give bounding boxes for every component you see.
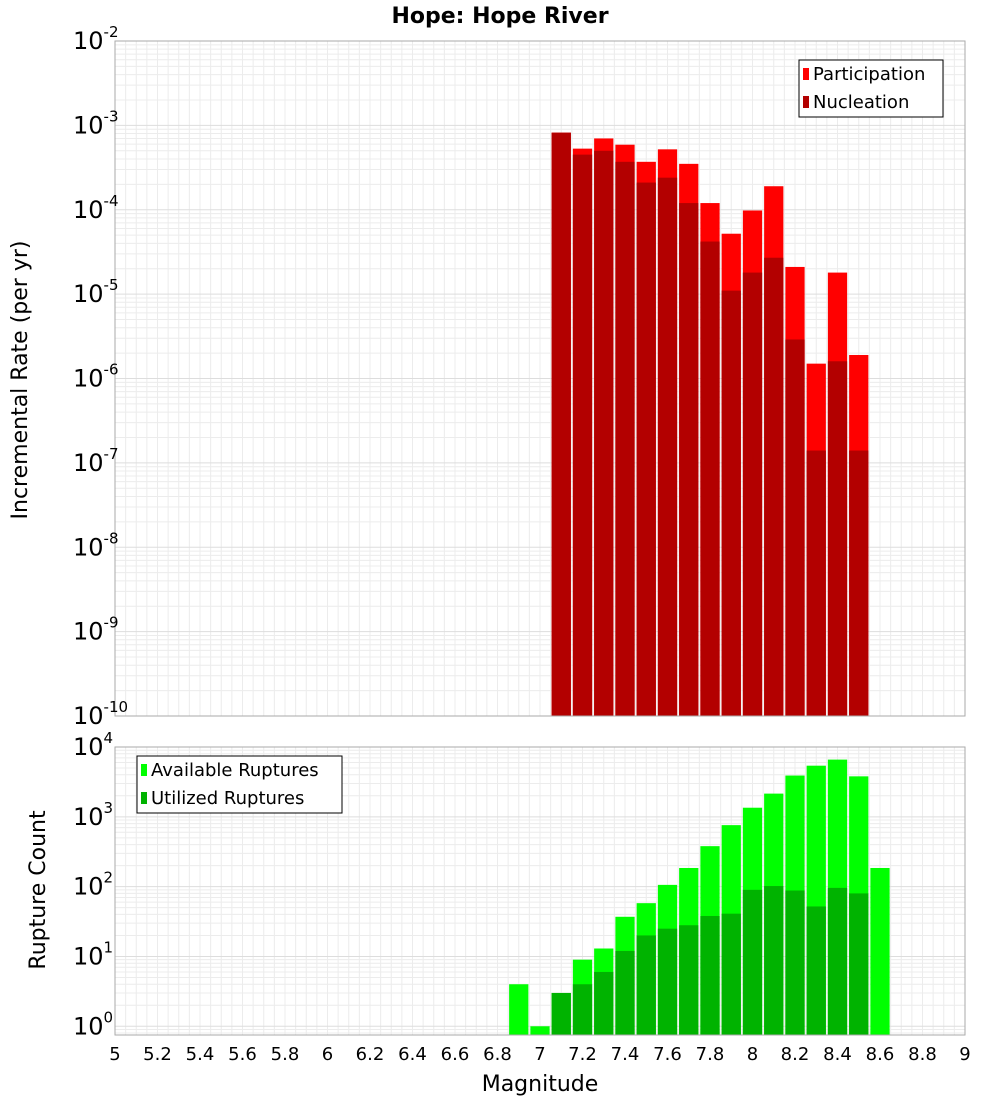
top-plot-frame	[114, 40, 966, 717]
bar	[721, 913, 741, 1035]
y-tick-label: 104	[73, 729, 113, 761]
x-tick-label: 6.4	[398, 1044, 427, 1065]
bar	[721, 290, 741, 716]
legend-box	[798, 59, 944, 118]
bar	[806, 450, 826, 716]
y-tick-label: 100	[73, 1008, 113, 1040]
chart-title: Hope: Hope River	[391, 4, 608, 29]
x-tick-label: 8.6	[866, 1044, 895, 1065]
x-tick-label: 6.2	[356, 1044, 385, 1065]
bar	[551, 132, 571, 716]
bar	[572, 154, 593, 716]
bar	[615, 161, 635, 716]
top-y-axis-label: Incremental Rate (per yr)	[8, 241, 33, 520]
y-tick-label: 10-6	[73, 361, 119, 393]
x-tick-label: 6.6	[441, 1044, 470, 1065]
bar	[679, 203, 699, 716]
bottom-legend: Available Ruptures Utilized Ruptures	[136, 755, 343, 814]
bar	[615, 950, 635, 1035]
legend-label: Participation	[813, 64, 925, 85]
x-tick-label: 5.8	[271, 1044, 300, 1065]
y-tick-label: 102	[73, 869, 113, 901]
x-tick-label: 5.2	[143, 1044, 172, 1065]
bar	[764, 886, 784, 1035]
legend-swatch	[141, 792, 147, 804]
bar	[594, 150, 614, 716]
bar	[551, 992, 571, 1035]
bar	[594, 971, 614, 1035]
bar	[700, 241, 720, 717]
top-gridlines	[114, 41, 966, 717]
x-tick-label: 7.8	[696, 1044, 725, 1065]
legend-box	[136, 755, 343, 814]
x-tick-label: 5.6	[228, 1044, 257, 1065]
top-series-nucleation	[551, 132, 869, 717]
legend-label: Available Ruptures	[151, 760, 319, 781]
x-axis-label: Magnitude	[482, 1072, 599, 1097]
y-tick-label: 10-10	[73, 698, 128, 730]
x-tick-label: 5	[109, 1044, 120, 1065]
x-tick-label: 6.8	[483, 1044, 512, 1065]
bar	[572, 984, 593, 1035]
bar	[509, 984, 529, 1035]
y-tick-label: 10-3	[73, 107, 119, 139]
x-tick-label: 8.8	[908, 1044, 937, 1065]
y-tick-label: 10-9	[73, 614, 119, 646]
bar	[742, 272, 763, 716]
x-tick-label: 6	[322, 1044, 333, 1065]
y-tick-label: 103	[73, 799, 113, 831]
bar	[657, 928, 678, 1035]
bottom-x-tick-labels: 5 5.2 5.4 5.6 5.8 6 6.2 6.4 6.6 6.8 7 7.2 7.4 7.6 7.8 8…	[109, 1044, 970, 1065]
bar	[636, 182, 656, 716]
x-tick-label: 9	[959, 1044, 970, 1065]
top-legend: Participation Nucleation	[798, 59, 944, 118]
legend-label: Utilized Ruptures	[151, 788, 304, 809]
x-tick-label: 7.6	[653, 1044, 682, 1065]
legend-swatch	[803, 68, 809, 80]
x-tick-label: 7.2	[568, 1044, 597, 1065]
y-tick-label: 10-4	[73, 192, 119, 224]
bar	[849, 893, 869, 1035]
bar	[636, 935, 656, 1035]
x-tick-label: 7.4	[611, 1044, 640, 1065]
bar	[785, 890, 805, 1035]
y-tick-label: 10-7	[73, 445, 119, 477]
y-tick-label: 10-2	[73, 23, 119, 55]
bar	[870, 867, 890, 1035]
y-tick-label: 10-8	[73, 529, 119, 561]
bar	[785, 339, 805, 716]
bar	[742, 889, 763, 1035]
bottom-series-utilized-ruptures	[551, 886, 869, 1035]
y-tick-label: 10-5	[73, 276, 119, 308]
y-tick-label: 101	[73, 938, 113, 970]
bar	[849, 450, 869, 716]
legend-swatch	[803, 96, 809, 108]
x-tick-label: 8.2	[781, 1044, 810, 1065]
bar	[827, 361, 848, 716]
legend-label: Nucleation	[813, 92, 909, 113]
x-tick-label: 8	[747, 1044, 758, 1065]
bar	[679, 925, 699, 1035]
bottom-y-axis-label: Rupture Count	[26, 810, 51, 970]
bar	[827, 887, 848, 1035]
legend-swatch	[141, 764, 147, 776]
bottom-plot-frame	[114, 746, 966, 1036]
x-tick-label: 5.4	[186, 1044, 215, 1065]
bar	[700, 915, 720, 1035]
bar	[657, 177, 678, 716]
x-tick-label: 8.4	[823, 1044, 852, 1065]
bar	[764, 257, 784, 716]
bar	[530, 1026, 550, 1035]
bottom-y-tick-labels: 100 101 102 103 104	[73, 729, 113, 1040]
bar	[806, 906, 826, 1035]
x-tick-label: 7	[534, 1044, 545, 1065]
